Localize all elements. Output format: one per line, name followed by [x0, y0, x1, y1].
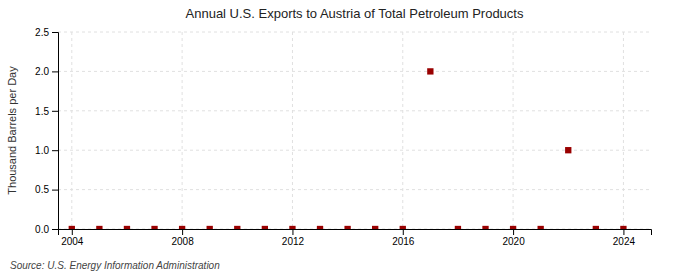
point: [482, 226, 488, 229]
point: [179, 226, 185, 229]
y-axis-tick-mark: [52, 150, 58, 151]
point: [400, 226, 406, 229]
grid-line: [58, 71, 651, 72]
y-axis-line: [52, 33, 59, 230]
y-axis-tick-mark: [52, 111, 58, 112]
point: [207, 226, 213, 229]
x-axis-tick: 2012: [282, 229, 305, 247]
title: Annual U.S. Exports to Austria of Total …: [186, 6, 524, 21]
point: [289, 226, 295, 229]
grid: [58, 32, 651, 229]
point: [372, 226, 378, 229]
y-axis-tick: 1.5: [35, 106, 58, 117]
x-axis-tick-label: 2024: [613, 236, 636, 247]
y-axis-tick: 0.5: [35, 184, 58, 195]
grid-line: [58, 189, 651, 190]
y-axis-tick: 0.0: [35, 224, 58, 235]
y-axis-tick-label: 2.0: [35, 66, 49, 77]
x-axis-tick-mark: [292, 229, 293, 235]
x-axis-tick-mark: [72, 229, 73, 235]
y-axis-tick-label: 1.0: [35, 145, 49, 156]
y-axis-tick-mark: [52, 229, 58, 230]
x-axis-tick-label: 2004: [61, 236, 84, 247]
grid-line: [58, 32, 651, 33]
point: [565, 147, 571, 153]
x-axis-line: [59, 230, 652, 236]
x-axis-tick: 2008: [171, 229, 194, 247]
x-axis-tick-label: 2016: [392, 236, 415, 247]
x-axis-tick: 2024: [613, 229, 636, 247]
y-axis-tick: 2.5: [35, 27, 58, 38]
y-axis-tick-label: 0.5: [35, 184, 49, 195]
point: [96, 226, 102, 229]
y-axis-tick-mark: [52, 190, 58, 191]
point: [234, 226, 240, 229]
grid-line: [71, 32, 72, 229]
point: [151, 226, 157, 229]
y-axis-tick-label: 2.5: [35, 27, 49, 38]
x-axis-tick-mark: [513, 229, 514, 235]
point: [620, 226, 626, 229]
x-axis-tick: 2020: [502, 229, 525, 247]
plot: 2004 2008 2012 2016 2020 2024 0.0 0.5 1.0 1.5 2.0 2…: [35, 27, 651, 247]
y-axis-tick: 2.0: [35, 66, 58, 77]
x-axis-tick: 2016: [392, 229, 415, 247]
point: [344, 226, 350, 229]
x-axis-tick-mark: [403, 229, 404, 235]
grid-line: [513, 32, 514, 229]
grid-line: [58, 150, 651, 151]
point: [124, 226, 130, 229]
grid-line: [402, 32, 403, 229]
x-axis: 2004 2008 2012 2016 2020 2024: [59, 229, 652, 247]
grid-line: [58, 110, 651, 111]
grid-line: [292, 32, 293, 229]
y-axis-tick-mark: [52, 71, 58, 72]
point: [69, 226, 75, 229]
x-axis-tick-label: 2008: [171, 236, 194, 247]
grid-line: [182, 32, 183, 229]
y-axis-tick: 1.0: [35, 145, 58, 156]
point: [262, 226, 268, 229]
point: [510, 226, 516, 229]
y-axis-tick-label: 1.5: [35, 106, 49, 117]
y-axis: 0.0 0.5 1.0 1.5 2.0 2.5: [35, 27, 58, 235]
y-axis-tick-label: 0.0: [35, 224, 49, 235]
y-axis-tick-mark: [52, 32, 58, 33]
point: [538, 226, 544, 229]
grid-line: [623, 32, 624, 229]
x-axis-tick-mark: [182, 229, 183, 235]
chart: 2004 2008 2012 2016 2020 2024 0.0 0.5 1.0 1.5 2.0 2…: [0, 0, 675, 275]
points: [69, 68, 627, 229]
point: [427, 68, 433, 74]
x-axis-tick: 2004: [61, 229, 84, 247]
x-axis-tick-label: 2020: [502, 236, 525, 247]
x-axis-tick-label: 2012: [282, 236, 305, 247]
x-axis-tick-mark: [623, 229, 624, 235]
point: [593, 226, 599, 229]
y-axis-title: Thousand Barrels per Day: [6, 66, 18, 195]
point: [455, 226, 461, 229]
point: [317, 226, 323, 229]
source-note: Source: U.S. Energy Information Administ…: [10, 260, 220, 271]
